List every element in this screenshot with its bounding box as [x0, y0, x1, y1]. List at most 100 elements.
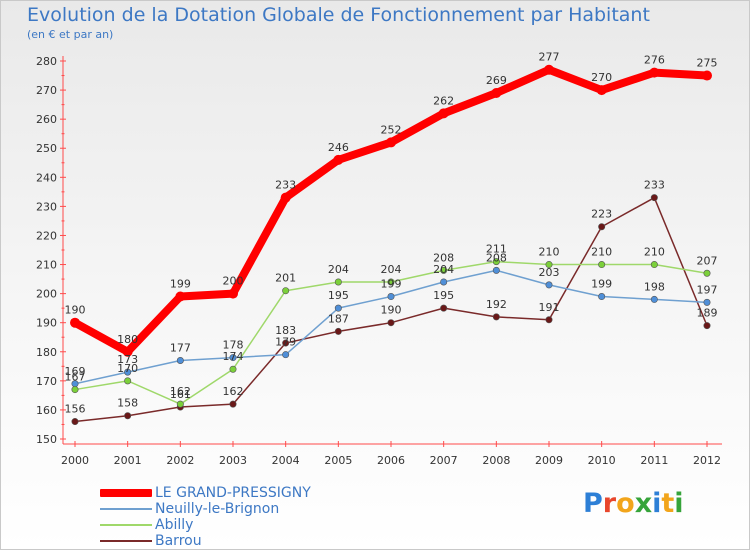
data-point — [703, 269, 711, 277]
data-point — [71, 386, 79, 394]
chart-title: Evolution de la Dotation Globale de Fonc… — [27, 4, 650, 26]
data-label: 233 — [644, 179, 665, 192]
data-label: 173 — [117, 353, 138, 366]
data-label: 190 — [381, 304, 402, 317]
data-point — [440, 266, 448, 274]
data-point — [333, 154, 344, 165]
data-point — [492, 266, 500, 274]
x-tick-label: 2008 — [482, 454, 510, 467]
data-label: 179 — [275, 336, 296, 349]
data-point — [650, 261, 658, 269]
x-tick-label: 2007 — [430, 454, 458, 467]
data-label: 210 — [644, 246, 665, 259]
x-tick-label: 2004 — [272, 454, 300, 467]
data-label: 207 — [697, 254, 718, 267]
data-label: 204 — [433, 263, 454, 276]
data-label: 233 — [275, 179, 296, 192]
legend-swatch — [100, 524, 152, 526]
data-label: 178 — [223, 339, 244, 352]
data-point — [122, 346, 133, 357]
data-label: 187 — [328, 312, 349, 325]
x-tick-label: 2005 — [324, 454, 352, 467]
data-point — [598, 261, 606, 269]
x-tick-label: 2001 — [114, 454, 142, 467]
y-tick-label: 200 — [36, 288, 57, 301]
data-label: 262 — [433, 94, 454, 107]
data-point — [545, 316, 553, 324]
data-label: 183 — [275, 324, 296, 337]
data-label: 169 — [65, 365, 86, 378]
data-point — [282, 287, 290, 295]
data-point — [387, 278, 395, 286]
data-point — [334, 327, 342, 335]
data-point — [228, 288, 238, 299]
data-label: 276 — [644, 54, 665, 67]
data-point — [387, 293, 395, 301]
data-label: 158 — [117, 397, 138, 410]
data-label: 162 — [223, 385, 244, 398]
y-tick-label: 160 — [36, 404, 57, 417]
data-point — [598, 223, 606, 231]
x-tick-label: 2002 — [166, 454, 194, 467]
y-tick-label: 270 — [36, 84, 57, 97]
data-label: 195 — [328, 289, 349, 302]
x-tick-label: 2012 — [693, 454, 721, 467]
data-label: 270 — [591, 71, 612, 84]
x-tick-label: 2011 — [640, 454, 668, 467]
data-point — [124, 368, 132, 376]
legend-item: Abilly — [100, 517, 311, 533]
data-label: 200 — [223, 275, 244, 288]
data-label: 208 — [486, 251, 507, 264]
data-label: 208 — [433, 251, 454, 264]
data-point — [492, 258, 500, 266]
data-point — [176, 356, 184, 364]
data-point — [650, 194, 658, 202]
data-point — [229, 400, 237, 408]
data-label: 167 — [65, 371, 86, 384]
y-tick-label: 170 — [36, 375, 57, 388]
data-point — [282, 351, 290, 359]
legend: LE GRAND-PRESSIGNY Neuilly-le-Brignon Abil… — [100, 485, 311, 549]
data-label: 161 — [170, 388, 191, 401]
y-tick-label: 210 — [36, 259, 57, 272]
data-point — [491, 87, 502, 98]
y-tick-label: 150 — [36, 433, 57, 446]
y-tick-label: 220 — [36, 229, 57, 242]
legend-label: Barrou — [155, 533, 202, 549]
data-label: 180 — [117, 333, 138, 346]
y-tick-label: 250 — [36, 142, 57, 155]
data-label: 197 — [697, 283, 718, 296]
data-point — [650, 295, 658, 303]
data-point — [440, 278, 448, 286]
data-point — [598, 293, 606, 301]
data-label: 190 — [65, 304, 86, 317]
legend-swatch — [100, 508, 152, 510]
data-point — [334, 304, 342, 312]
legend-label: Abilly — [155, 517, 194, 533]
data-label: 192 — [486, 298, 507, 311]
x-tick-label: 2003 — [219, 454, 247, 467]
data-point — [703, 298, 711, 306]
data-point — [124, 377, 132, 385]
data-point — [282, 339, 290, 347]
legend-label: Neuilly-le-Brignon — [155, 501, 280, 517]
data-label: 189 — [697, 307, 718, 320]
data-label: 204 — [381, 263, 402, 276]
data-label: 211 — [486, 243, 507, 256]
data-point — [70, 317, 80, 328]
data-label: 156 — [65, 403, 86, 416]
legend-item: Neuilly-le-Brignon — [100, 501, 311, 517]
data-point — [703, 322, 711, 330]
y-tick-label: 240 — [36, 171, 57, 184]
data-label: 223 — [591, 208, 612, 221]
data-label: 210 — [591, 246, 612, 259]
proxiti-logo: Proxiti — [583, 488, 684, 519]
x-tick-label: 2000 — [61, 454, 89, 467]
data-point — [438, 108, 449, 119]
y-tick-label: 190 — [36, 317, 57, 330]
data-point — [649, 67, 660, 78]
data-point — [71, 418, 79, 426]
data-label: 191 — [539, 301, 560, 314]
legend-swatch — [100, 540, 152, 542]
data-label: 275 — [697, 57, 718, 70]
